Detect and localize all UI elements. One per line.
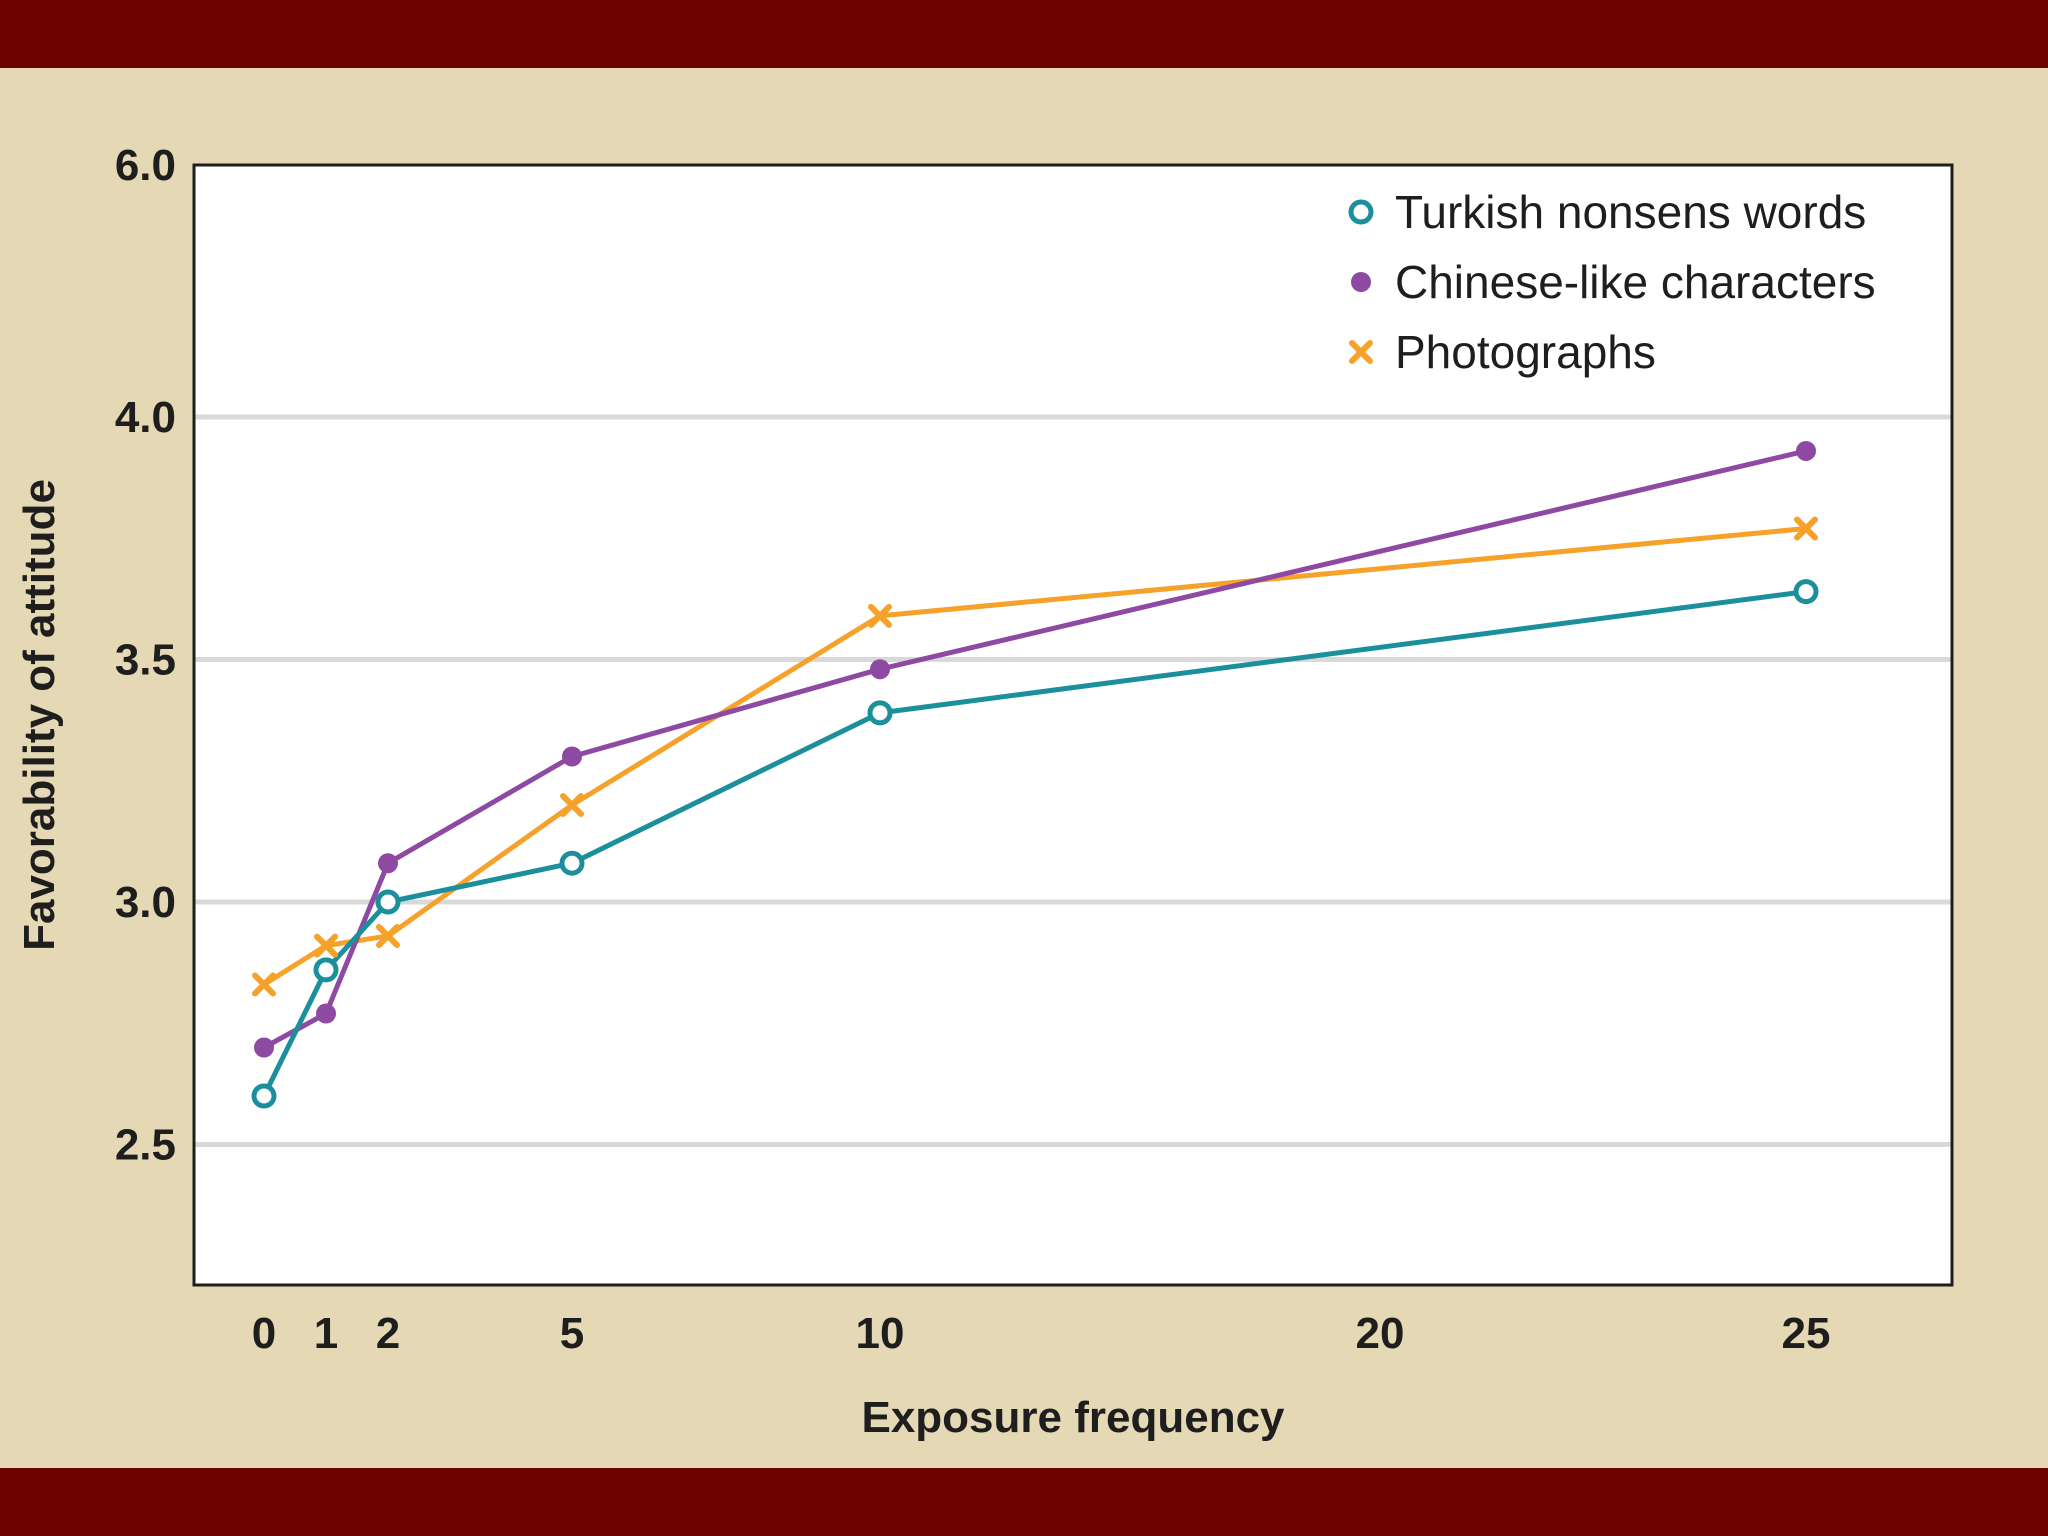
data-point [313, 957, 339, 983]
data-point [1793, 579, 1819, 605]
legend-label: Chinese-like characters [1395, 256, 1876, 308]
data-point [868, 603, 892, 628]
data-point [378, 853, 398, 874]
legend-marker [1348, 199, 1374, 225]
data-point [251, 1083, 277, 1109]
data-point [562, 746, 582, 767]
data-point [870, 659, 890, 680]
data-point [867, 700, 893, 726]
x-tick-labels: 0 1 2 5 10 20 25 [252, 1309, 1831, 1358]
data-point [376, 923, 400, 948]
x-tick-label: 2 [376, 1309, 400, 1358]
bottom-band [0, 1468, 2048, 1536]
x-axis-title: Exposure frequency [861, 1393, 1285, 1442]
x-tick-label: 0 [252, 1309, 276, 1358]
x-tick-label: 20 [1356, 1309, 1405, 1358]
y-tick-label: 6.0 [115, 141, 176, 190]
data-point [314, 933, 338, 958]
plot-border [192, 163, 1954, 1287]
x-tick-label: 1 [314, 1309, 338, 1358]
y-tick-label: 3.0 [115, 878, 176, 927]
plot-area [194, 165, 1952, 1285]
y-tick-label: 3.5 [115, 636, 176, 685]
series-line [261, 589, 1807, 1098]
y-tick-label: 2.5 [115, 1121, 176, 1170]
legend-label: Turkish nonsens words [1395, 186, 1866, 238]
data-point [560, 793, 584, 817]
legend-marker [1351, 272, 1371, 292]
series-line [262, 448, 1807, 1050]
data-point [1794, 516, 1818, 541]
y-axis-title: Favorability of attitude [15, 479, 64, 951]
series-layer [251, 440, 1819, 1109]
data-point [375, 889, 401, 915]
legend-marker [1349, 340, 1373, 364]
data-point [559, 850, 585, 876]
top-band [0, 0, 2048, 68]
legend: Turkish nonsens words Chinese-like charac… [1348, 186, 1876, 378]
grid-lines [194, 414, 1952, 1147]
data-point [254, 1037, 274, 1058]
x-tick-label: 25 [1782, 1309, 1831, 1358]
y-tick-labels: 2.5 3.0 3.5 4.0 6.0 [115, 141, 176, 1170]
x-tick-label: 10 [856, 1309, 905, 1358]
x-tick-label: 5 [560, 1309, 584, 1358]
legend-label: Photographs [1395, 326, 1656, 378]
data-point [1796, 440, 1816, 461]
data-point [252, 972, 276, 997]
data-point [316, 1003, 336, 1024]
y-tick-label: 4.0 [115, 393, 176, 442]
